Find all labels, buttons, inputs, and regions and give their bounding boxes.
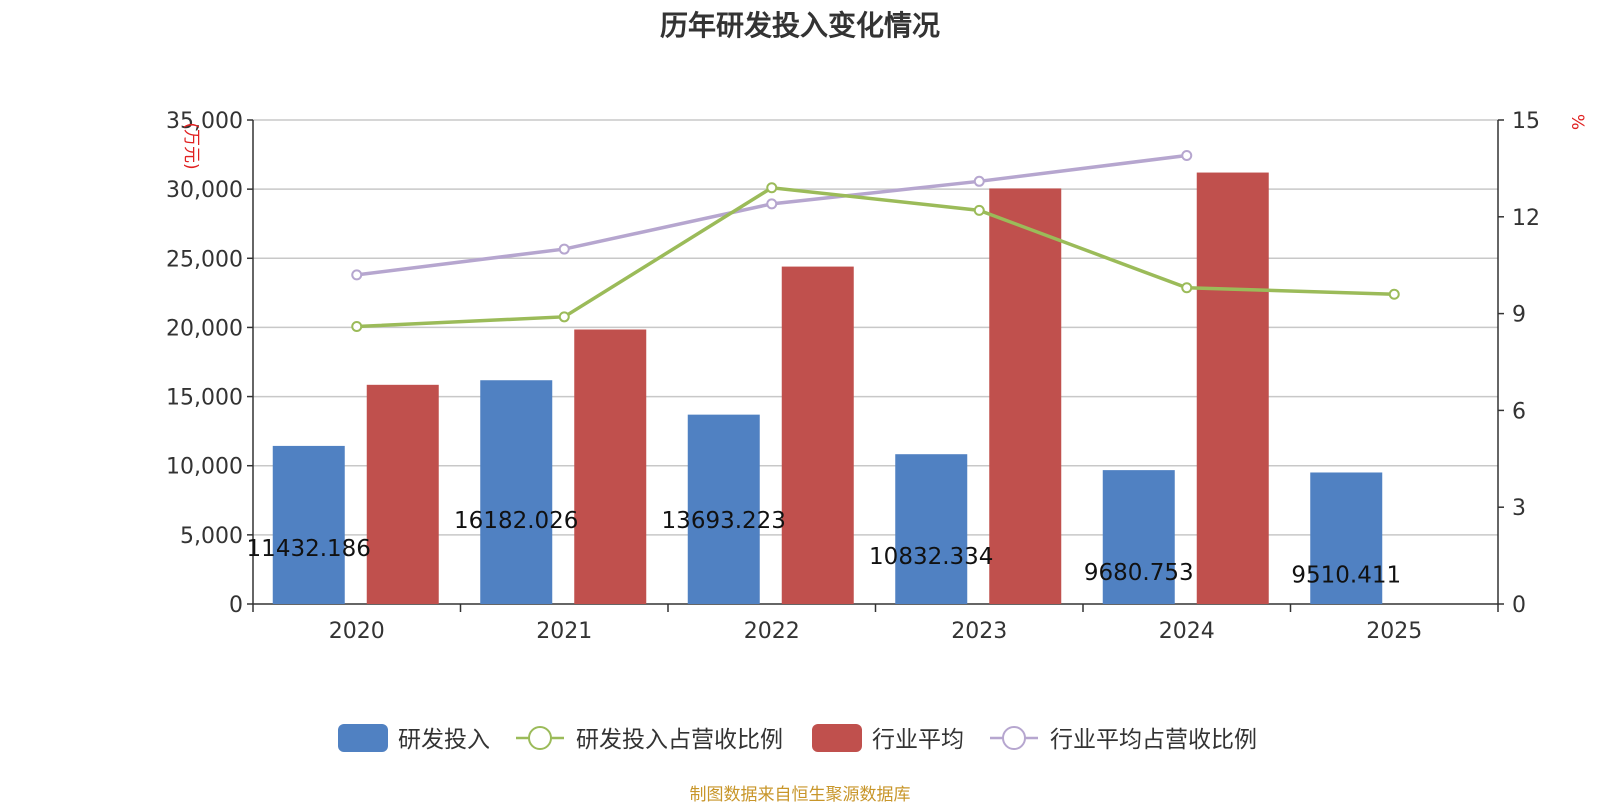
industry-ratio-point [351,269,363,281]
rd-investment-bar [687,414,760,604]
left-axis-tick-label: 35,000 [166,109,243,134]
left-axis-tick-label: 5,000 [180,524,243,549]
legend-industry-average-label: 行业平均 [872,727,964,753]
industry-ratio-point [558,243,570,255]
left-axis-unit: (万元) [181,122,201,169]
x-axis-label: 2025 [1366,619,1422,644]
left-axis-tick-label: 0 [229,593,243,618]
right-axis-tick-label: 3 [1512,496,1526,521]
x-axis-label: 2022 [744,619,800,644]
legend-rd-investment-swatch [338,724,388,752]
legend-industry-ratio-label: 行业平均占营收比例 [1050,727,1257,753]
rd-investment-bar [272,445,345,604]
rd-investment-data-label: 9680.753 [1084,560,1194,586]
legend-industry-average-swatch [812,724,862,752]
rd-ratio-point [973,204,985,216]
right-axis-tick-label: 0 [1512,593,1526,618]
x-axis-label: 2024 [1159,619,1215,644]
legend-rd-ratio-swatch-marker [528,726,552,750]
rd-investment-data-label: 13693.223 [662,508,786,534]
rd-investment-data-label: 10832.334 [869,544,993,570]
rd-investment-bar [1102,470,1175,604]
chart-title: 历年研发投入变化情况 [659,9,940,42]
legend-industry-ratio-swatch-marker [1002,726,1026,750]
rd-investment-bar [895,454,968,604]
rd-ratio-point [1388,288,1400,300]
rd-ratio-point [351,321,363,333]
rd-investment-data-label: 11432.186 [247,536,371,562]
rd-ratio-point [1181,282,1193,294]
industry-ratio-point [973,175,985,187]
right-axis-tick-label: 12 [1512,206,1540,231]
industry-ratio-point [766,198,778,210]
data-source-note: 制图数据来自恒生聚源数据库 [689,785,911,805]
rd-investment-bar [480,380,553,604]
right-axis-tick-label: 15 [1512,109,1540,134]
left-axis-tick-label: 20,000 [166,316,243,341]
industry-average-bar [574,329,647,604]
legend-rd-investment-label: 研发投入 [398,727,490,753]
rd-investment-data-label: 9510.411 [1291,562,1401,588]
left-axis-tick-label: 15,000 [166,386,243,411]
rd-investment-data-label: 16182.026 [454,508,578,534]
legend-rd-ratio-label: 研发投入占营收比例 [576,727,783,753]
x-axis-label: 2021 [536,619,592,644]
industry-ratio-line [356,153,1187,277]
right-axis-tick-label: 6 [1512,399,1526,424]
right-axis-unit: % [1567,114,1587,130]
industry-ratio-point [1181,149,1193,161]
rd-investment-bar [1310,472,1383,604]
x-axis-label: 2023 [951,619,1007,644]
industry-average-bar [989,188,1062,605]
left-axis-tick-label: 25,000 [166,247,243,272]
left-axis-tick-label: 10,000 [166,455,243,480]
x-axis-label: 2020 [329,619,385,644]
rd-ratio-line [356,185,1395,329]
right-axis-tick-label: 9 [1512,303,1526,328]
rd-ratio-point [558,311,570,323]
industry-average-bar [366,384,439,604]
left-axis-tick-label: 30,000 [166,178,243,203]
industry-average-bar [781,266,854,604]
industry-average-bar [1196,172,1269,604]
rd-ratio-point [766,182,778,194]
